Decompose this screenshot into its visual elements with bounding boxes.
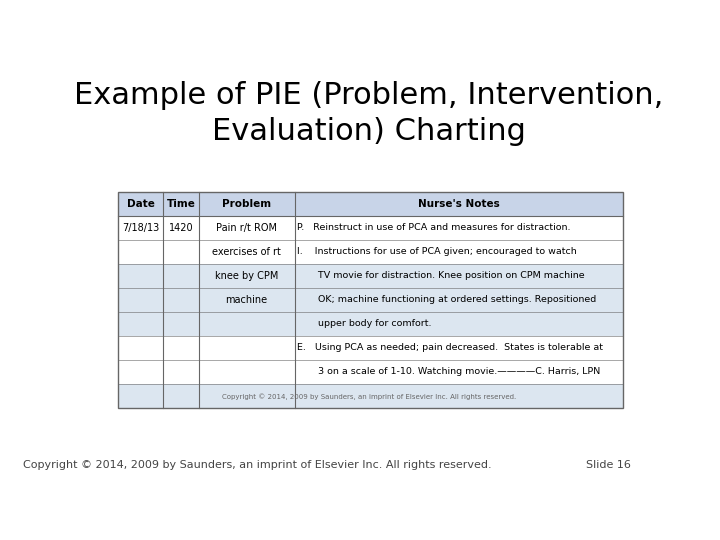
Text: I.    Instructions for use of PCA given; encouraged to watch: I. Instructions for use of PCA given; en… (297, 247, 577, 256)
Text: Date: Date (127, 199, 155, 208)
Text: Copyright © 2014, 2009 by Saunders, an imprint of Elsevier Inc. All rights reser: Copyright © 2014, 2009 by Saunders, an i… (23, 460, 492, 470)
Bar (118, 215, 623, 240)
Bar (118, 240, 623, 264)
Text: machine: machine (225, 295, 268, 305)
Bar (118, 336, 623, 360)
Bar (118, 192, 623, 408)
Text: Copyright © 2014, 2009 by Saunders, an imprint of Elsevier Inc. All rights reser: Copyright © 2014, 2009 by Saunders, an i… (222, 394, 516, 400)
Text: upper body for comfort.: upper body for comfort. (297, 319, 431, 328)
Text: P.   Reinstruct in use of PCA and measures for distraction.: P. Reinstruct in use of PCA and measures… (297, 223, 570, 232)
Text: Nurse's Notes: Nurse's Notes (418, 199, 500, 208)
Text: 7/18/13: 7/18/13 (122, 222, 159, 233)
Text: exercises of rt: exercises of rt (212, 247, 281, 256)
Bar (118, 288, 623, 312)
Text: TV movie for distraction. Knee position on CPM machine: TV movie for distraction. Knee position … (297, 271, 585, 280)
Bar (118, 360, 623, 384)
Bar (118, 312, 623, 336)
Text: knee by CPM: knee by CPM (215, 271, 279, 281)
Bar (118, 264, 623, 288)
Text: Pain r/t ROM: Pain r/t ROM (216, 222, 277, 233)
Text: 3 on a scale of 1-10. Watching movie.————C. Harris, LPN: 3 on a scale of 1-10. Watching movie.———… (297, 367, 600, 376)
Text: Time: Time (166, 199, 195, 208)
Text: Example of PIE (Problem, Intervention,
Evaluation) Charting: Example of PIE (Problem, Intervention, E… (74, 82, 664, 146)
Text: OK; machine functioning at ordered settings. Repositioned: OK; machine functioning at ordered setti… (297, 295, 596, 304)
Text: 1420: 1420 (168, 222, 194, 233)
Text: Slide 16: Slide 16 (586, 460, 631, 470)
Text: E.   Using PCA as needed; pain decreased.  States is tolerable at: E. Using PCA as needed; pain decreased. … (297, 343, 603, 352)
Text: Problem: Problem (222, 199, 271, 208)
Bar (118, 384, 623, 408)
Bar (118, 192, 623, 215)
